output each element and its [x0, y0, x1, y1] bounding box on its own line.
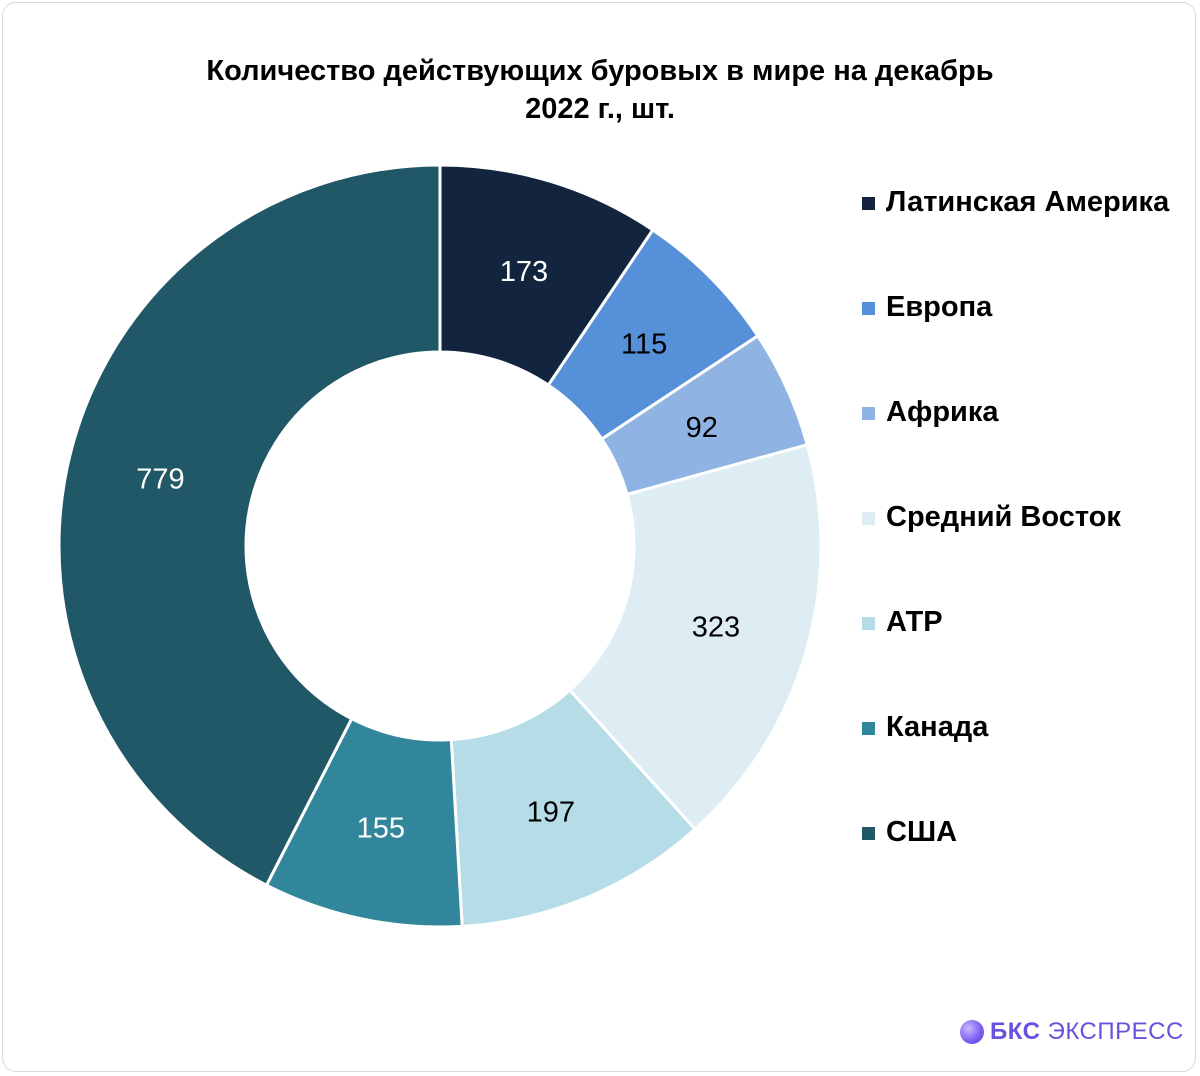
brand-text: БКС ЭКСПРЕСС	[990, 1019, 1184, 1045]
brand-mark: БКС ЭКСПРЕСС	[960, 1017, 1183, 1047]
slice-usa	[57, 163, 442, 888]
legend-label-africa: Африка	[886, 396, 999, 428]
donut-labels: 173 115 92 323 197 155 779	[136, 256, 740, 844]
data-label-europe: 115	[621, 329, 667, 361]
legend-swatch-usa	[862, 827, 875, 840]
legend-swatch-latin-america	[862, 197, 875, 210]
legend-swatch-europe	[862, 302, 875, 315]
chart-title-line-2: 2022 г., шт.	[525, 93, 675, 125]
chart-title: Количество действующих буровых в мире на…	[0, 52, 1200, 128]
brand-text-rest: ЭКСПРЕСС	[1040, 1018, 1184, 1045]
brand-text-strong: БКС	[990, 1018, 1041, 1045]
legend-swatch-middle-east	[862, 512, 875, 525]
legend-label-middle-east: Средний Восток	[886, 501, 1121, 533]
legend-swatch-canada	[862, 722, 875, 735]
data-label-middle-east: 323	[692, 612, 740, 644]
legend-label-apac: АТР	[886, 606, 943, 638]
legend-label-latin-america: Латинская Америка	[886, 186, 1170, 218]
legend-swatch-apac	[862, 617, 875, 630]
legend-label-usa: США	[886, 816, 958, 848]
slice-middle-east	[567, 442, 823, 832]
brand-logo-icon	[960, 1020, 984, 1044]
data-label-canada: 155	[357, 812, 405, 844]
data-label-latin-america: 173	[500, 256, 548, 288]
data-label-africa: 92	[686, 412, 718, 444]
legend-label-europe: Европа	[886, 291, 993, 323]
donut-slices	[57, 163, 823, 929]
data-label-apac: 197	[527, 796, 575, 828]
data-label-usa: 779	[136, 464, 184, 496]
legend-label-canada: Канада	[886, 711, 989, 743]
legend-swatch-africa	[862, 407, 875, 420]
chart-title-line-1: Количество действующих буровых в мире на…	[206, 55, 994, 87]
